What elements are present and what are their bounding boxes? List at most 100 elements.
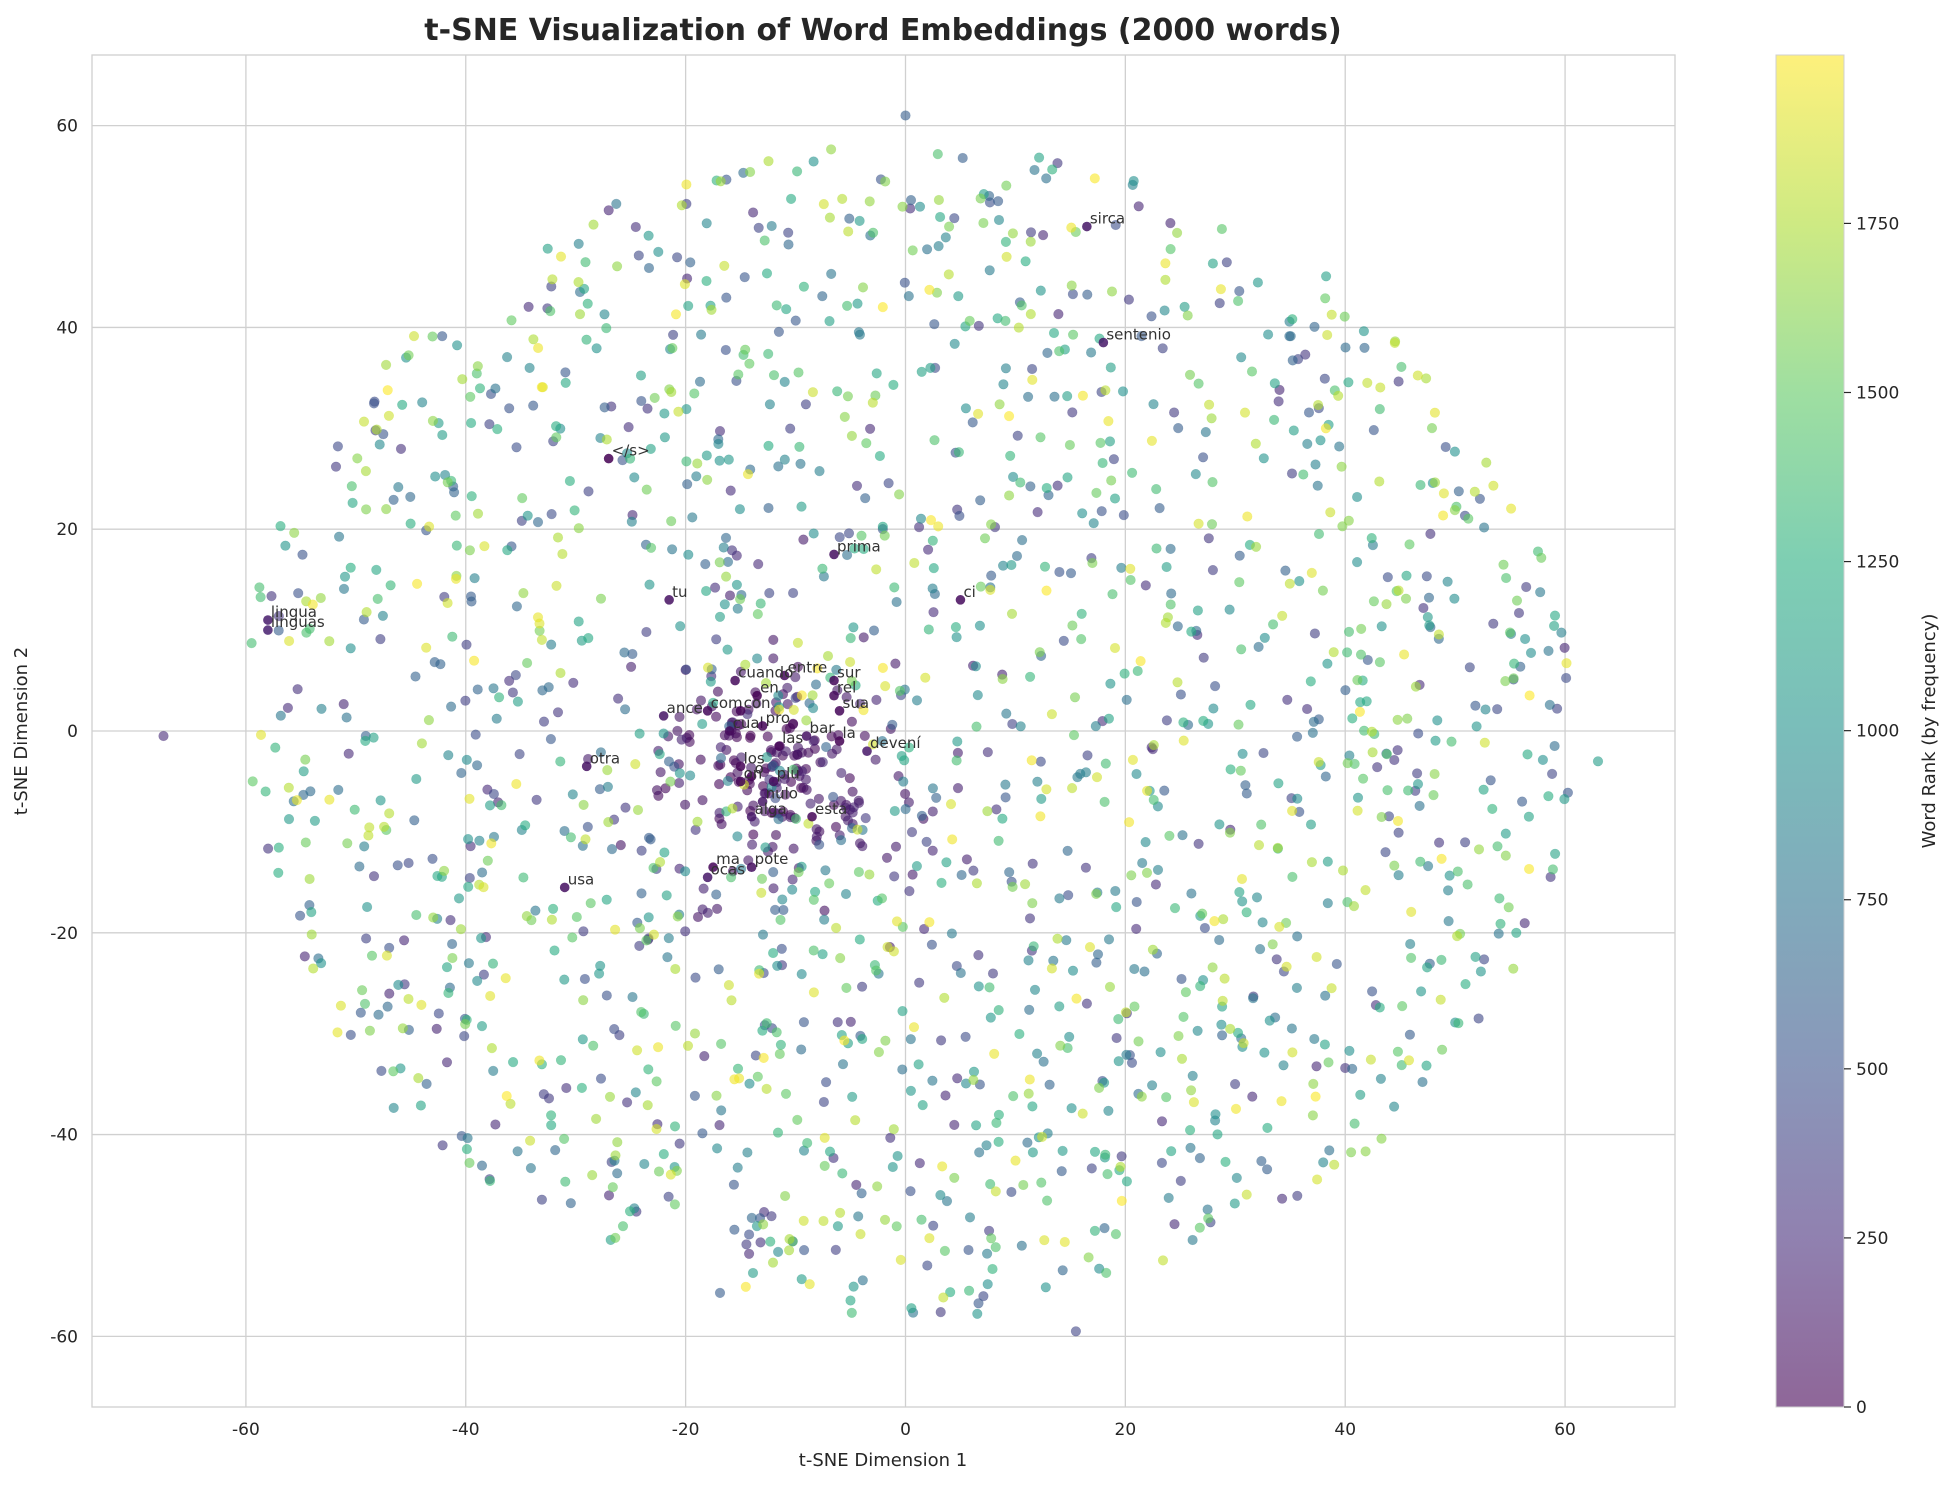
data-point [926,939,938,950]
data-point [916,1214,927,1225]
data-point [970,1120,982,1131]
data-point [1096,506,1107,517]
data-point [289,527,300,538]
data-point [1054,1001,1065,1012]
data-point [1320,771,1331,782]
data-point [782,682,793,693]
data-point [1453,486,1464,497]
data-point [711,903,723,914]
data-point [751,653,763,664]
data-point [783,227,794,238]
data-point [891,596,902,608]
data-point [732,831,743,842]
data-point [844,656,856,668]
data-point [593,968,605,979]
data-point [734,593,746,605]
data-point [1253,641,1264,653]
data-point [922,1260,933,1271]
data-point [905,195,917,206]
data-point [1436,1044,1448,1055]
data-point [687,512,698,523]
data-point [1121,694,1132,705]
data-point [573,277,584,288]
data-point [923,624,934,635]
data-point [486,838,497,849]
data-point [890,841,902,852]
data-point [997,813,1008,824]
data-point [1415,856,1426,867]
data-point [845,1295,856,1306]
data-point [972,1308,983,1319]
data-point [1126,870,1137,881]
data-point [381,950,393,961]
word-label: en [760,679,779,697]
data-point [1178,717,1189,728]
data-point [753,968,765,979]
data-point [807,387,819,398]
data-point [775,914,786,926]
data-point [990,1242,1001,1253]
data-point [1038,1056,1049,1067]
data-point [1374,1002,1385,1013]
data-point [723,454,734,465]
data-point [978,217,989,229]
data-point [721,292,732,303]
data-point [491,713,502,724]
data-point [1406,906,1417,918]
data-point [1474,493,1485,504]
data-point [1091,888,1102,900]
data-point [725,485,736,496]
data-point [858,704,869,716]
data-point [1352,805,1363,816]
data-point [1365,1054,1376,1065]
word-label: ocas [711,860,746,878]
data-point [1469,486,1480,497]
data-point [1415,479,1426,491]
data-point [867,227,879,238]
data-point [549,945,560,956]
data-point [1277,610,1288,621]
data-point [1046,709,1057,720]
data-point [1208,703,1219,714]
data-point [1250,438,1261,449]
data-point [1127,754,1138,766]
data-point [624,1206,636,1217]
labeled-point [724,726,735,736]
data-point [1300,349,1311,360]
data-point [788,843,799,854]
data-point [1175,689,1186,700]
data-point [880,680,891,692]
data-point [551,432,562,443]
data-point [1294,575,1305,587]
labeled-point [735,706,746,716]
data-point [992,196,1004,207]
data-point [1417,1076,1428,1088]
data-point [690,972,701,983]
data-point [466,491,477,502]
data-point [1207,477,1218,488]
data-point [1067,289,1078,300]
data-point [837,1059,849,1070]
data-point [1165,599,1176,610]
data-point [798,1215,809,1226]
data-point [1218,914,1229,925]
data-point [1027,374,1038,385]
data-point [724,590,736,601]
data-point [810,679,822,690]
data-point [880,1035,891,1046]
data-point [361,504,372,515]
data-point [695,695,707,706]
data-point [780,1088,792,1099]
data-point [1261,1164,1273,1175]
data-point [1194,1222,1205,1233]
data-point [411,909,422,921]
data-point [617,1221,629,1232]
data-point [1412,370,1423,381]
data-point [1421,571,1432,582]
data-point [522,510,533,521]
data-point [1062,472,1073,483]
data-point [951,755,962,766]
data-point [972,689,983,701]
data-point [488,1065,499,1076]
data-point [1080,767,1092,778]
